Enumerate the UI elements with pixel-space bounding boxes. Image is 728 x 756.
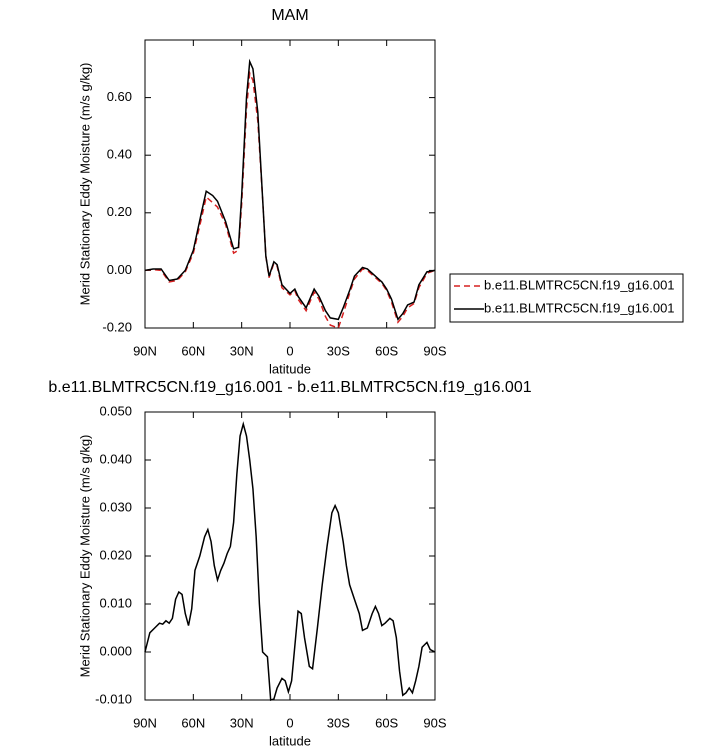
x-tick-label: 0 <box>286 715 293 730</box>
plot-frame <box>144 39 436 329</box>
x-tick-label: 30N <box>230 343 254 358</box>
x-tick-label: 60S <box>375 715 398 730</box>
x-tick-label: 30S <box>327 343 350 358</box>
x-tick-label: 30N <box>230 715 254 730</box>
y-tick-label: 0.20 <box>107 204 132 219</box>
y-tick-label: -0.010 <box>95 691 132 706</box>
x-tick-label: 60N <box>181 343 205 358</box>
x-tick-label: 90S <box>423 343 446 358</box>
x-tick-label: 90N <box>133 715 157 730</box>
data-line <box>144 70 436 329</box>
x-tick-label: 90N <box>133 343 157 358</box>
chart-title: MAM <box>271 7 308 24</box>
x-tick-label: 30S <box>327 715 350 730</box>
legend-label: b.e11.BLMTRC5CN.f19_g16.001 <box>484 300 675 315</box>
data-line <box>144 58 436 321</box>
y-tick-label: 0.000 <box>99 643 132 658</box>
y-tick-label: 0.00 <box>107 262 132 277</box>
y-tick-label: 0.40 <box>107 147 132 162</box>
data-line <box>144 421 436 701</box>
legend-box <box>449 273 684 323</box>
chart-title: b.e11.BLMTRC5CN.f19_g16.001 - b.e11.BLMT… <box>48 379 531 396</box>
y-axis-label: Merid Stationary Eddy Moisture (m/s g/kg… <box>77 435 92 678</box>
x-axis-label: latitude <box>269 361 311 376</box>
plot-frame <box>144 411 436 701</box>
legend-label: b.e11.BLMTRC5CN.f19_g16.001 <box>484 277 675 292</box>
y-tick-label: 0.020 <box>99 547 132 562</box>
y-tick-label: 0.010 <box>99 595 132 610</box>
x-tick-label: 0 <box>286 343 293 358</box>
y-tick-label: 0.040 <box>99 451 132 466</box>
x-tick-label: 90S <box>423 715 446 730</box>
y-tick-label: 0.030 <box>99 499 132 514</box>
y-axis-label: Merid Stationary Eddy Moisture (m/s g/kg… <box>77 63 92 306</box>
x-axis-label: latitude <box>269 733 311 748</box>
y-tick-label: 0.60 <box>107 89 132 104</box>
y-tick-label: 0.050 <box>99 403 132 418</box>
x-tick-label: 60S <box>375 343 398 358</box>
x-tick-label: 60N <box>181 715 205 730</box>
y-tick-label: -0.20 <box>102 319 132 334</box>
